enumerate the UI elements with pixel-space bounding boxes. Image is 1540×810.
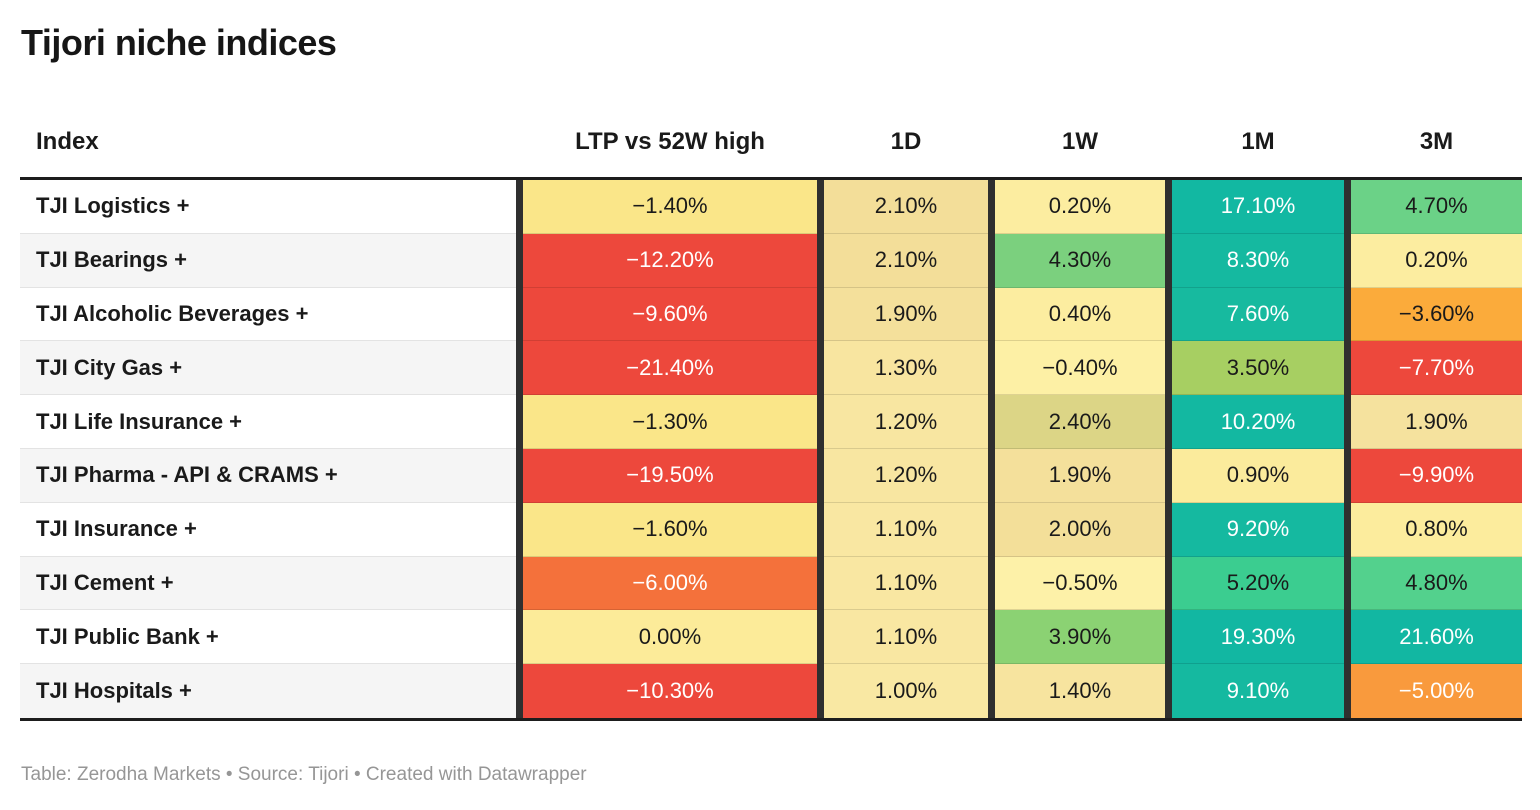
value-cell: −6.00% [523, 556, 817, 611]
value-cell: 1.10% [824, 502, 988, 557]
value-cell: −0.50% [995, 556, 1165, 611]
value-cell: 1.90% [824, 287, 988, 342]
value-cell: 1.20% [824, 448, 988, 503]
value-cell: 2.00% [995, 502, 1165, 557]
column-separator [817, 177, 824, 721]
value-cell: 4.30% [995, 233, 1165, 288]
value-cell: 2.40% [995, 395, 1165, 449]
value-cell: 0.80% [1351, 502, 1522, 557]
index-cell: TJI City Gas + [20, 341, 516, 396]
index-cell: TJI Bearings + [20, 233, 516, 288]
value-cell: −3.60% [1351, 287, 1522, 342]
value-cell: −7.70% [1351, 341, 1522, 396]
column-separator [1344, 177, 1351, 721]
value-cell: −1.40% [523, 180, 817, 234]
value-cell: 3.50% [1172, 341, 1344, 396]
value-cell: 3.90% [995, 610, 1165, 665]
column-header-index: Index [36, 128, 99, 155]
value-cell: 1.90% [1351, 395, 1522, 449]
value-cell: 5.20% [1172, 556, 1344, 611]
value-cell: −0.40% [995, 341, 1165, 396]
column-separator [988, 177, 995, 721]
index-cell: TJI Insurance + [20, 502, 516, 557]
column-header-1m: 1M [1241, 128, 1275, 155]
value-cell: 1.10% [824, 610, 988, 665]
value-cell: 0.00% [523, 610, 817, 665]
value-cell: −21.40% [523, 341, 817, 396]
value-cell: 7.60% [1172, 287, 1344, 342]
index-cell: TJI Life Insurance + [20, 395, 516, 449]
value-cell: 1.20% [824, 395, 988, 449]
value-cell: 9.10% [1172, 664, 1344, 718]
column-separator [516, 177, 523, 721]
value-cell: −1.30% [523, 395, 817, 449]
index-cell: TJI Public Bank + [20, 610, 516, 665]
value-cell: 1.30% [824, 341, 988, 396]
value-cell: −10.30% [523, 664, 817, 718]
table-header: Index LTP vs 52W high 1D 1W 1M 3M [20, 112, 1522, 172]
table-body: TJI Logistics + −1.40% 2.10% 0.20% 17.10% 4.7… [20, 180, 1522, 718]
page-title: Tijori niche indices [21, 22, 337, 63]
index-cell: TJI Hospitals + [20, 664, 516, 718]
value-cell: 0.20% [995, 180, 1165, 234]
value-cell: 10.20% [1172, 395, 1344, 449]
value-cell: 0.20% [1351, 233, 1522, 288]
attribution-footer: Table: Zerodha Markets • Source: Tijori … [21, 764, 587, 785]
index-cell: TJI Logistics + [20, 180, 516, 234]
index-cell: TJI Cement + [20, 556, 516, 611]
value-cell: 1.00% [824, 664, 988, 718]
value-cell: 4.70% [1351, 180, 1522, 234]
value-cell: 21.60% [1351, 610, 1522, 665]
value-cell: 1.90% [995, 448, 1165, 503]
table-bottom-border [20, 718, 1522, 721]
column-header-3m: 3M [1419, 128, 1454, 155]
column-header-1d: 1D [890, 128, 922, 155]
value-cell: −9.90% [1351, 448, 1522, 503]
value-cell: 2.10% [824, 233, 988, 288]
value-cell: 0.40% [995, 287, 1165, 342]
value-cell: 1.40% [995, 664, 1165, 718]
value-cell: 9.20% [1172, 502, 1344, 557]
value-cell: −9.60% [523, 287, 817, 342]
column-header-ltp-vs-52w-high: LTP vs 52W high [575, 128, 765, 155]
index-cell: TJI Alcoholic Beverages + [20, 287, 516, 342]
value-cell: 1.10% [824, 556, 988, 611]
value-cell: 17.10% [1172, 180, 1344, 234]
value-cell: −12.20% [523, 233, 817, 288]
value-cell: 0.90% [1172, 448, 1344, 503]
value-cell: 4.80% [1351, 556, 1522, 611]
index-cell: TJI Pharma - API & CRAMS + [20, 448, 516, 503]
value-cell: 19.30% [1172, 610, 1344, 665]
value-cell: 8.30% [1172, 233, 1344, 288]
value-cell: −5.00% [1351, 664, 1522, 718]
column-header-1w: 1W [1062, 128, 1098, 155]
value-cell: 2.10% [824, 180, 988, 234]
table-top-border [20, 177, 1522, 180]
value-cell: −1.60% [523, 502, 817, 557]
column-separator [1165, 177, 1172, 721]
value-cell: −19.50% [523, 448, 817, 503]
